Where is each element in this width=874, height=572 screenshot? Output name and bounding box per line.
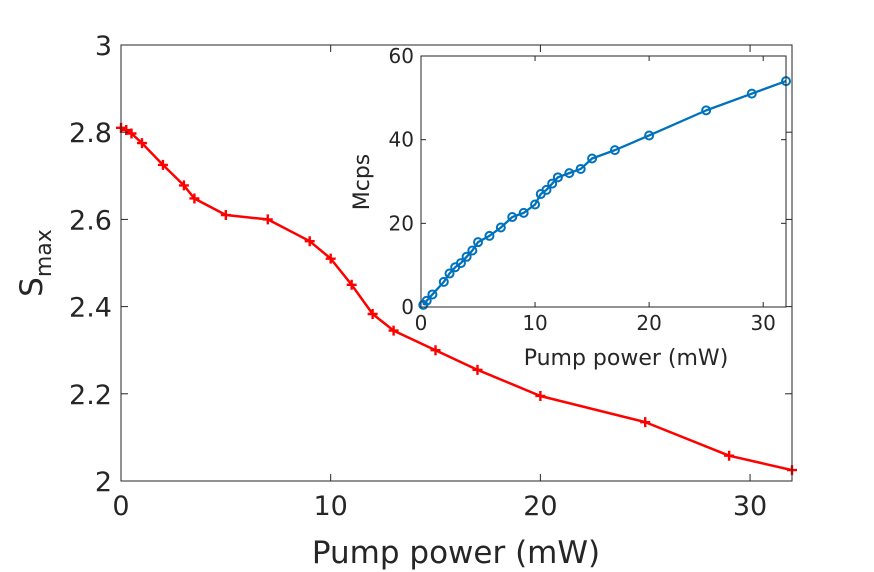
main-y-tick-label: 3 bbox=[95, 31, 112, 62]
inset-x-tick-label: 20 bbox=[636, 311, 661, 335]
main-y-tick-label: 2.6 bbox=[69, 205, 112, 236]
main-y-axis-label-sub: max bbox=[32, 229, 57, 277]
inset-x-tick-label: 30 bbox=[750, 311, 775, 335]
main-y-tick-label: 2.2 bbox=[69, 380, 112, 411]
inset-plot-area bbox=[421, 56, 786, 307]
main-x-tick-label: 20 bbox=[523, 491, 557, 522]
inset-y-tick-label: 20 bbox=[389, 211, 414, 235]
main-y-axis-label-main: S bbox=[14, 277, 50, 297]
main-y-tick-label: 2.4 bbox=[69, 293, 112, 324]
main-x-tick-label: 10 bbox=[314, 491, 348, 522]
inset-x-tick-label: 10 bbox=[522, 311, 547, 335]
inset-y-tick-label: 60 bbox=[389, 44, 414, 68]
main-x-tick-label: 30 bbox=[733, 491, 767, 522]
main-y-tick-label: 2 bbox=[95, 467, 112, 498]
main-x-tick-label: 0 bbox=[112, 491, 129, 522]
main-y-tick-label: 2.8 bbox=[69, 118, 112, 149]
inset-x-tick-label: 0 bbox=[415, 311, 428, 335]
inset-y-axis-label: Mcps bbox=[350, 154, 375, 211]
inset-y-tick-label: 40 bbox=[389, 128, 414, 152]
inset-y-tick-label: 0 bbox=[401, 295, 414, 319]
figure: 0 10 20 30 2 2.2 2.4 2.6 2.8 3 Pump power (mW) Sm… bbox=[0, 0, 874, 572]
main-x-axis-label: Pump power (mW) bbox=[312, 535, 600, 571]
inset-x-axis-label: Pump power (mW) bbox=[524, 346, 729, 371]
